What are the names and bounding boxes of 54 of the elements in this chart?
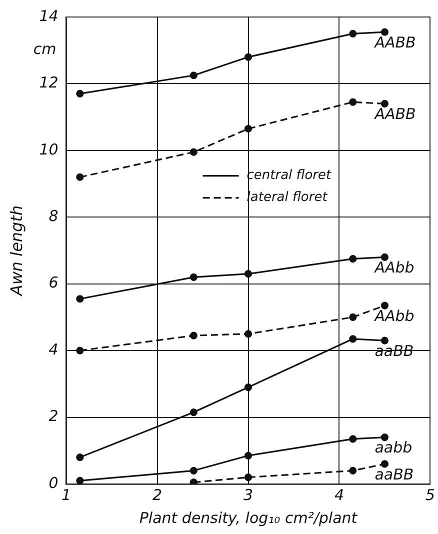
point [349,313,357,322]
point [76,346,84,354]
point [380,434,389,442]
point [349,335,357,343]
point [349,255,357,263]
point [380,100,389,108]
point [244,124,252,133]
point [244,53,252,61]
y-tick-label: 2 [48,407,58,426]
point [190,332,198,340]
x-tick-label: 2 [152,486,162,504]
x-tick-label: 5 [425,486,435,504]
x-tick-label: 4 [334,486,344,504]
point [244,452,252,460]
point [76,454,84,462]
point [349,466,357,474]
series-label: AAbb [374,306,414,325]
x-tick-label: 1 [62,486,72,504]
point [76,90,84,98]
y-tick-label: 4 [48,340,58,358]
y-axis-title: Awn length [6,205,26,297]
y-tick-label: 14 [39,6,58,25]
y-tick-label: 0 [48,474,58,492]
point [380,253,389,261]
series-label: AABB [374,33,416,52]
point [244,474,252,482]
point [349,98,357,106]
y-tick-label: 10 [39,140,58,158]
point [380,28,389,36]
point [190,408,198,416]
series-label: aabb [374,438,412,457]
x-tick-label: 3 [243,486,254,504]
y-tick-label: 12 [39,74,58,92]
point [349,30,357,38]
series-label: AAbb [374,258,414,277]
series-label: AABB [374,105,416,124]
point [190,148,198,156]
point [380,302,389,310]
point [190,72,198,80]
point [76,295,84,303]
point [349,435,357,443]
y-tick-label: 8 [48,207,58,226]
point [76,173,84,181]
text: cm [33,40,56,58]
point [244,383,252,392]
series-label: aaBB [374,465,414,484]
x-axis-title: Plant density, log₁₀ cm²/plant [139,508,358,527]
point [190,273,198,281]
point [190,466,198,474]
point [76,476,84,484]
point [380,460,389,468]
y-tick-label: 6 [48,274,58,292]
point [244,270,252,278]
point [244,330,252,338]
